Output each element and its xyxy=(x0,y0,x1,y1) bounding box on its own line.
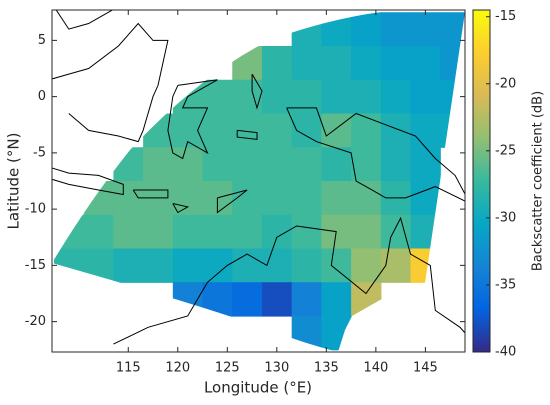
cell xyxy=(291,282,322,317)
cell xyxy=(232,248,263,283)
cell xyxy=(351,113,382,148)
cell xyxy=(261,147,293,182)
cell xyxy=(261,46,293,81)
cell xyxy=(232,282,263,317)
cell xyxy=(380,12,412,47)
cell xyxy=(172,181,204,216)
cell xyxy=(232,147,263,182)
cell xyxy=(410,12,441,47)
y-tick-label: -5 xyxy=(33,145,46,160)
x-tick-label: 130 xyxy=(264,361,289,376)
cell xyxy=(380,113,412,148)
coastline xyxy=(236,129,258,140)
coastline xyxy=(286,107,465,202)
cell xyxy=(291,79,322,115)
coastline xyxy=(167,79,218,160)
cell xyxy=(380,46,412,81)
y-axis-label: Latitude (°N) xyxy=(5,133,23,230)
x-tick-label: 115 xyxy=(116,361,141,376)
cell xyxy=(113,214,144,250)
colorbar xyxy=(472,9,491,353)
cell xyxy=(143,214,174,250)
cell xyxy=(202,113,233,148)
coastline xyxy=(55,10,114,30)
x-tick-label: 140 xyxy=(363,361,388,376)
cell xyxy=(351,12,382,47)
colorbar-tick-label: -30 xyxy=(495,210,516,225)
cell xyxy=(143,147,174,182)
cell xyxy=(291,248,322,283)
coastlines xyxy=(52,10,465,345)
cell xyxy=(143,248,174,283)
cell xyxy=(410,46,441,81)
x-tick-label: 125 xyxy=(215,361,240,376)
cell xyxy=(410,147,441,182)
colorbar-tick-label: -20 xyxy=(495,76,516,91)
cell xyxy=(113,248,144,283)
coastline xyxy=(251,73,263,110)
cell xyxy=(261,282,293,317)
cell xyxy=(351,214,382,250)
cell xyxy=(291,181,322,216)
coastline xyxy=(52,22,169,143)
coastline xyxy=(216,189,248,214)
cell xyxy=(261,79,293,115)
cell xyxy=(232,214,263,250)
cell xyxy=(291,147,322,182)
coastline xyxy=(132,189,169,199)
colorbar-tick-label: -35 xyxy=(495,277,516,292)
cell xyxy=(380,147,412,182)
coastline xyxy=(52,167,124,196)
y-tick-label: 5 xyxy=(38,33,46,48)
cell xyxy=(351,46,382,81)
x-tick-label: 135 xyxy=(314,361,339,376)
cell xyxy=(380,214,412,250)
cell xyxy=(261,181,293,216)
x-axis-label: Longitude (°E) xyxy=(204,379,312,397)
cell xyxy=(261,113,293,148)
colorbar-label: Backscatter coefficient (dB) xyxy=(531,91,546,271)
cell xyxy=(172,214,204,250)
cell xyxy=(321,147,352,182)
cell xyxy=(83,214,115,250)
y-tick-label: -10 xyxy=(25,202,46,217)
cell xyxy=(321,113,352,148)
cell xyxy=(291,214,322,250)
cell xyxy=(202,214,233,250)
cell xyxy=(351,147,382,182)
cell xyxy=(440,12,465,47)
cell xyxy=(380,79,412,115)
cell xyxy=(172,248,204,283)
cell xyxy=(202,248,233,283)
cell xyxy=(351,248,382,283)
y-tick-label: -15 xyxy=(25,258,46,273)
cell xyxy=(440,46,465,81)
cell xyxy=(232,79,263,115)
cell xyxy=(321,181,352,216)
cell xyxy=(172,147,204,182)
cell xyxy=(410,113,441,148)
cell xyxy=(261,214,293,250)
colorbar-tick-label: -40 xyxy=(495,345,516,360)
x-tick-label: 145 xyxy=(413,361,438,376)
cell xyxy=(351,181,382,216)
cell xyxy=(321,248,352,283)
cell xyxy=(410,79,441,115)
cell xyxy=(172,113,204,148)
coastline xyxy=(113,216,465,345)
coastline xyxy=(172,203,190,214)
y-tick-label: -20 xyxy=(25,314,46,329)
cell xyxy=(351,79,382,115)
cell xyxy=(321,46,352,81)
y-tick-label: 0 xyxy=(38,89,46,104)
cell xyxy=(291,46,322,81)
cell xyxy=(321,282,352,317)
axes-box xyxy=(51,9,466,353)
x-tick-label: 120 xyxy=(165,361,190,376)
cell xyxy=(321,79,352,115)
colorbar-tick-label: -15 xyxy=(495,9,516,24)
colorbar-tick-label: -25 xyxy=(495,143,516,158)
